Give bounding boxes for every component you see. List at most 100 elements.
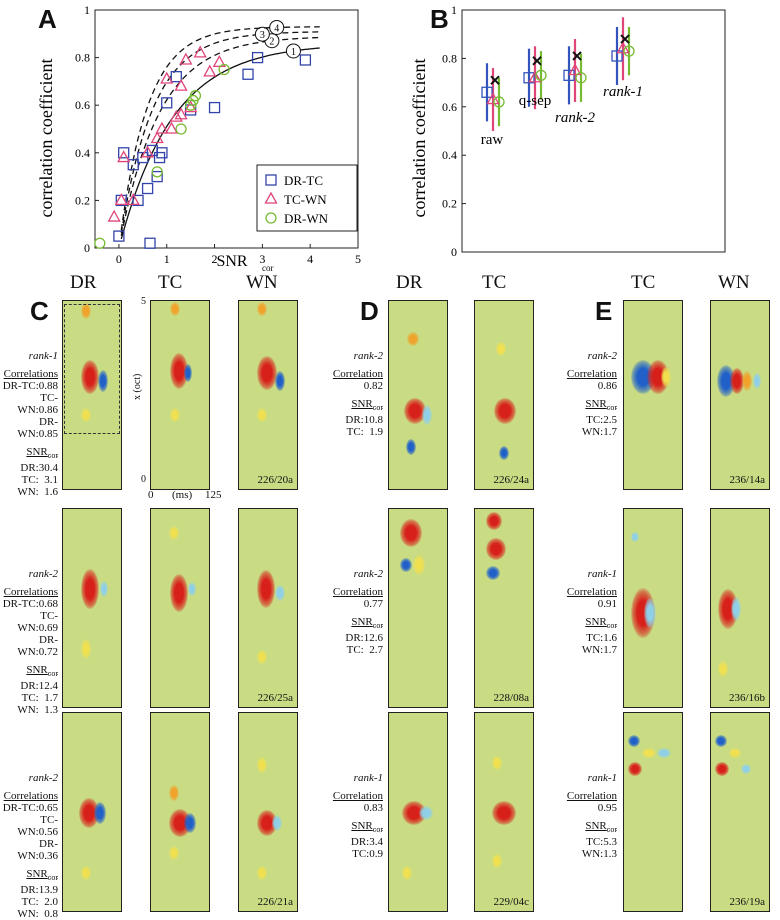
strf-column-header: TC [482, 272, 507, 293]
chart-a-point [141, 145, 155, 158]
snr-value: TC: 1.7 [21, 692, 58, 705]
chart-a-xtick: 2 [212, 252, 218, 266]
chart-a-curve [120, 26, 320, 231]
strf-blob [402, 866, 413, 880]
strf-blob [275, 370, 285, 391]
strf-blob [413, 555, 425, 575]
rank-label: rank-2 [28, 568, 58, 580]
strf-blob [499, 446, 509, 460]
chart-b-ytick: 0 [451, 245, 457, 259]
correlation-value: 0.86 [597, 380, 617, 392]
chart-b-category-label: rank-1 [603, 84, 643, 100]
chart-a-point [160, 71, 174, 84]
strf-annotation: rank-1 Correlations DR-TC:0.88 TC-WN:0.86 DR… [0, 350, 58, 498]
snr-sub: cor [47, 873, 58, 883]
strf-e-0-0 [623, 300, 683, 490]
chart-a-legend-label: TC-WN [284, 192, 327, 207]
correlation-title: Correlation [332, 586, 383, 598]
strf-e-1-0 [623, 508, 683, 708]
strf-annotation: rank-1 Correlation 0.95 SNRcor TC:5.3 WN:1.3 [567, 772, 617, 860]
strf-unit-id: 226/24a [493, 474, 529, 486]
strf-blob [257, 810, 277, 836]
strf-e-2-1: 236/19a [710, 712, 770, 912]
chart-a-point [151, 166, 163, 178]
strf-unit-id: 226/20a [257, 474, 293, 486]
strf-blob [742, 370, 753, 391]
chart-b-point [623, 45, 635, 57]
correlation-title: Correlation [566, 790, 617, 802]
strf-blob [627, 735, 640, 747]
snr-value: TC:0.9 [352, 848, 383, 861]
chart-a-point [179, 52, 193, 65]
strf-d-0-0 [388, 300, 448, 490]
chart-a-point [193, 45, 207, 58]
chart-a-xlabel-sub: cor [262, 263, 274, 273]
rank-label: rank-1 [353, 772, 383, 784]
chart-a-ytick: 0.4 [75, 146, 90, 160]
strf-blob [257, 757, 267, 773]
chart-b-point [493, 96, 505, 108]
strf-blob [404, 398, 426, 425]
strf-t0-tick: 0 [148, 489, 154, 501]
rank-label: rank-1 [587, 772, 617, 784]
strf-blob [81, 360, 99, 394]
strf-d-2-0 [388, 712, 448, 912]
strf-c-2-2: 226/21a [238, 712, 298, 912]
chart-b-ytick: 0.6 [442, 100, 457, 114]
strf-column-header: DR [396, 272, 423, 293]
strf-blob [491, 756, 502, 770]
snr-value: WN: 0.8 [17, 908, 58, 920]
strf-blob [491, 801, 516, 825]
chart-a-ytick: 0 [84, 241, 90, 255]
snr-value: TC: 3.1 [21, 474, 58, 487]
strf-blob [169, 526, 179, 540]
chart-a-point [144, 237, 156, 249]
strf-blob [485, 566, 500, 580]
snr-value: TC: 2.0 [21, 896, 58, 909]
snr-value: TC:2.5 [586, 414, 617, 427]
chart-a-curve-label: 2 [269, 37, 274, 48]
chart-a-point [137, 151, 149, 164]
chart-a-ytick: 1 [84, 3, 90, 17]
strf-blob [257, 356, 277, 391]
correlation-value: DR-WN:0.85 [17, 416, 58, 440]
chart-a-legend-label: DR-WN [284, 211, 329, 226]
rank-label: rank-2 [28, 772, 58, 784]
correlation-value: 0.77 [363, 598, 383, 610]
chart-a-point [169, 109, 183, 122]
chart-a-point [218, 63, 230, 76]
strf-blob [170, 301, 181, 316]
strf-blob [399, 519, 422, 547]
strf-column-header: TC [631, 272, 656, 293]
strf-blob [257, 408, 267, 422]
chart-a-point [242, 68, 254, 80]
strf-t1-tick: 125 [205, 489, 222, 501]
panel-letter-b: B [430, 4, 449, 34]
chart-a-legend-marker [264, 191, 278, 204]
chart-a-point [203, 64, 217, 77]
strf-blob [627, 762, 642, 776]
snr-title: SNR [26, 664, 48, 676]
strf-c-0-0 [62, 300, 122, 490]
chart-b-category-label: q-sep [519, 93, 552, 109]
correlation-value: TC-WN:0.56 [17, 814, 58, 838]
strf-blob [644, 598, 657, 628]
rank-label: rank-2 [353, 568, 383, 580]
correlation-title: Correlation [332, 790, 383, 802]
correlation-value: DR-TC:0.65 [2, 802, 58, 814]
strf-c-1-0 [62, 508, 122, 708]
strf-column-header: WN [718, 272, 750, 293]
strf-x-bottom-tick: 0 [141, 474, 146, 485]
strf-blob [257, 301, 267, 316]
chart-a-ytick: 0.6 [75, 98, 90, 112]
strf-c-0-1 [150, 300, 210, 490]
snr-value: TC: 1.9 [346, 426, 383, 439]
snr-value: TC:1.6 [586, 632, 617, 645]
snr-value: TC: 2.7 [346, 644, 383, 657]
snr-value: DR:13.9 [20, 884, 58, 897]
snr-value: DR:30.4 [20, 462, 58, 475]
strf-blob [81, 408, 91, 422]
strf-blob [257, 570, 275, 608]
strf-blob [631, 532, 640, 542]
correlation-title: Correlation [332, 368, 383, 380]
